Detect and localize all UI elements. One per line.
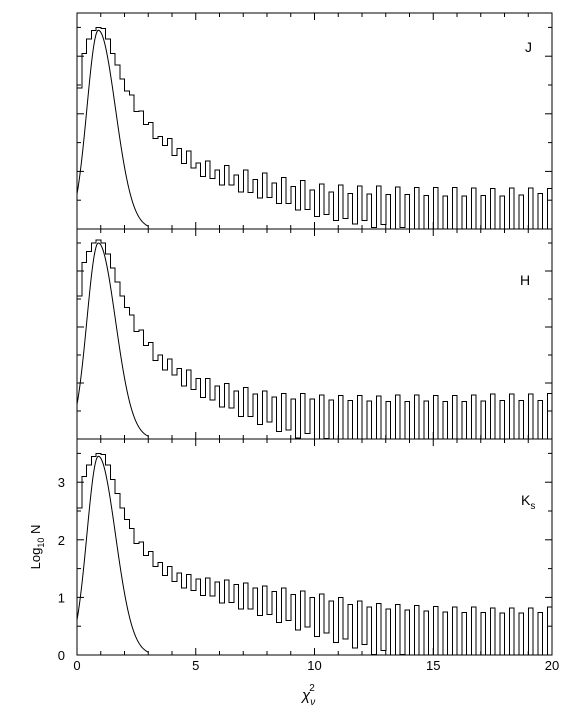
y-axis-label-sub: 10: [36, 538, 46, 548]
x-axis-label-sub: ν: [310, 697, 315, 708]
panel-H-label: H: [520, 272, 530, 288]
x-tick-label: 15: [426, 658, 440, 673]
panel-H: H: [76, 228, 553, 440]
panel-Ks: Ks 0 5 10 15 20 0 1 2 3: [58, 438, 559, 673]
x-axis-label-main: χ: [300, 687, 311, 704]
panel-J-model-curve: [76, 29, 149, 227]
x-tick-label: 20: [545, 658, 559, 673]
panel-Ks-label-sub: s: [530, 501, 535, 512]
x-tick-label: 0: [73, 658, 80, 673]
panel-Ks-label: Ks: [521, 492, 535, 512]
panel-K-histogram: [76, 452, 552, 656]
y-tick-label: 0: [58, 648, 65, 663]
x-tick-label: 5: [192, 658, 199, 673]
panel-J-label: J: [525, 39, 532, 55]
panel-Ks-label-main: K: [521, 492, 531, 508]
panel-H-histogram: [76, 239, 552, 440]
x-axis-label: χν 2: [300, 683, 315, 708]
y-tick-label: 3: [58, 475, 65, 490]
y-tick-label: 2: [58, 533, 65, 548]
y-axis-label: Log10 N: [28, 525, 46, 570]
x-axis-label-sup: 2: [309, 683, 315, 694]
y-tick-label: 1: [58, 590, 65, 605]
panel-K-model-curve: [76, 455, 149, 653]
y-axis-label-tail: N: [28, 525, 43, 538]
panel-J: J: [76, 12, 553, 230]
y-axis-label-main: Log: [28, 548, 43, 570]
panel-J-histogram: [76, 26, 552, 230]
x-tick-label: 10: [307, 658, 321, 673]
panel-H-model-curve: [76, 242, 149, 437]
